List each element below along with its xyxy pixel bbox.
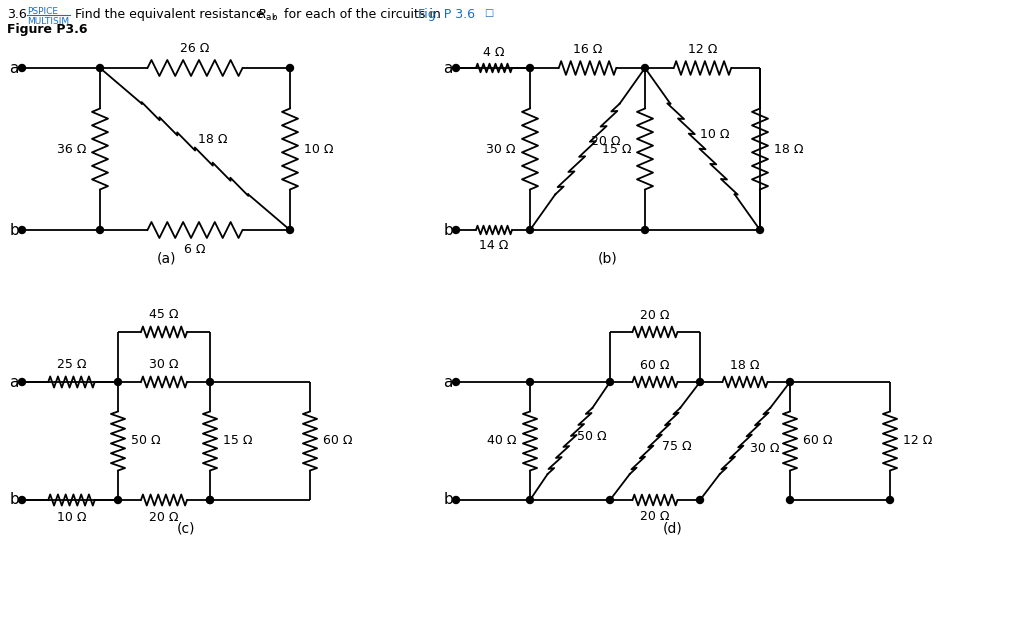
Text: 15 Ω: 15 Ω: [223, 435, 253, 447]
Text: 14 Ω: 14 Ω: [479, 239, 509, 252]
Text: 15 Ω: 15 Ω: [601, 143, 631, 156]
Circle shape: [18, 378, 26, 385]
Circle shape: [96, 65, 103, 72]
Text: 26 Ω: 26 Ω: [180, 42, 210, 55]
Circle shape: [287, 65, 294, 72]
Text: 6 Ω: 6 Ω: [184, 243, 206, 256]
Text: Find the equivalent resistance: Find the equivalent resistance: [75, 8, 267, 21]
Text: 20 Ω: 20 Ω: [640, 308, 670, 322]
Text: Figure P3.6: Figure P3.6: [7, 23, 87, 36]
Text: Fig. P 3.6: Fig. P 3.6: [418, 8, 475, 21]
Text: a: a: [9, 61, 19, 76]
Text: 12 Ω: 12 Ω: [688, 43, 717, 56]
Circle shape: [207, 497, 213, 504]
Text: 60 Ω: 60 Ω: [640, 358, 670, 372]
Text: (a): (a): [157, 251, 176, 265]
Circle shape: [287, 227, 294, 234]
Circle shape: [453, 497, 460, 504]
Text: a: a: [9, 374, 19, 390]
Text: 50 Ω: 50 Ω: [131, 435, 161, 447]
Text: 10 Ω: 10 Ω: [304, 143, 334, 156]
Circle shape: [696, 378, 703, 385]
Circle shape: [526, 378, 534, 385]
Text: 16 Ω: 16 Ω: [572, 43, 602, 56]
Text: 40 Ω: 40 Ω: [487, 435, 517, 447]
Text: 20 Ω: 20 Ω: [150, 511, 179, 524]
Text: 30 Ω: 30 Ω: [751, 442, 779, 456]
Circle shape: [606, 497, 613, 504]
Text: 20 Ω: 20 Ω: [640, 511, 670, 524]
Text: 10 Ω: 10 Ω: [699, 127, 729, 141]
Text: 60 Ω: 60 Ω: [803, 435, 833, 447]
Text: $R_{\mathrm{ab}}$: $R_{\mathrm{ab}}$: [257, 8, 279, 23]
Circle shape: [887, 497, 894, 504]
Text: 18 Ω: 18 Ω: [730, 358, 760, 372]
Circle shape: [696, 497, 703, 504]
Text: b: b: [443, 223, 453, 237]
Circle shape: [96, 227, 103, 234]
Text: 50 Ω: 50 Ω: [578, 429, 607, 442]
Text: ,  for each of the circuits in: , for each of the circuits in: [272, 8, 444, 21]
Circle shape: [18, 227, 26, 234]
Text: (b): (b): [598, 251, 617, 265]
Text: 18 Ω: 18 Ω: [774, 143, 804, 156]
Circle shape: [526, 65, 534, 72]
Circle shape: [526, 497, 534, 504]
Text: 3.6: 3.6: [7, 8, 27, 21]
Text: 45 Ω: 45 Ω: [150, 308, 179, 321]
Circle shape: [18, 65, 26, 72]
Text: 30 Ω: 30 Ω: [150, 358, 179, 371]
Text: (c): (c): [177, 521, 196, 535]
Circle shape: [207, 378, 213, 385]
Text: a: a: [443, 374, 453, 390]
Text: 10 Ω: 10 Ω: [56, 511, 86, 524]
Circle shape: [453, 378, 460, 385]
Circle shape: [641, 65, 648, 72]
Circle shape: [115, 497, 122, 504]
Text: b: b: [9, 493, 19, 508]
Text: 18 Ω: 18 Ω: [199, 132, 227, 145]
Text: a: a: [443, 61, 453, 76]
Text: 20 Ω: 20 Ω: [591, 134, 621, 147]
Circle shape: [606, 378, 613, 385]
Circle shape: [526, 227, 534, 234]
Text: b: b: [443, 493, 453, 508]
Text: 75 Ω: 75 Ω: [663, 440, 692, 452]
Text: □: □: [484, 8, 494, 18]
Text: PSPICE: PSPICE: [27, 7, 58, 16]
Circle shape: [18, 497, 26, 504]
Text: 60 Ω: 60 Ω: [324, 435, 352, 447]
Circle shape: [786, 497, 794, 504]
Text: 36 Ω: 36 Ω: [56, 143, 86, 156]
Text: 12 Ω: 12 Ω: [903, 435, 933, 447]
Circle shape: [453, 65, 460, 72]
Text: b: b: [9, 223, 19, 237]
Text: MULTISIM: MULTISIM: [27, 17, 70, 26]
Circle shape: [786, 378, 794, 385]
Circle shape: [641, 227, 648, 234]
Circle shape: [115, 378, 122, 385]
Text: (d): (d): [664, 521, 683, 535]
Text: 4 Ω: 4 Ω: [483, 45, 505, 59]
Text: 30 Ω: 30 Ω: [486, 143, 516, 156]
Circle shape: [757, 227, 764, 234]
Text: 25 Ω: 25 Ω: [56, 358, 86, 371]
Circle shape: [453, 227, 460, 234]
Circle shape: [207, 497, 213, 504]
